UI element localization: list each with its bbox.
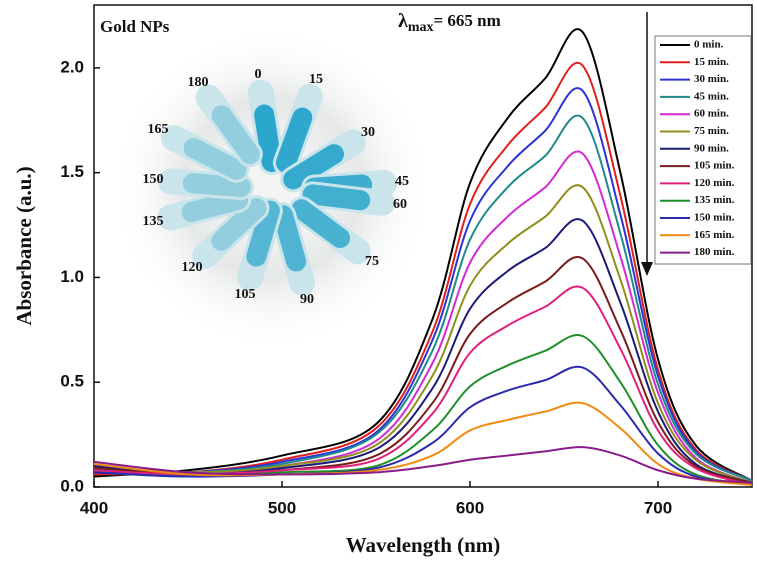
spectrum-line xyxy=(93,218,753,484)
x-tick-label: 700 xyxy=(644,498,672,517)
x-tick-label: 500 xyxy=(268,498,296,517)
tube-label: 165 xyxy=(148,122,169,137)
legend-label: 45 min. xyxy=(694,90,729,102)
tube-label: 0 xyxy=(255,67,262,82)
x-tick-label: 400 xyxy=(80,498,108,517)
tube-label: 75 xyxy=(365,254,379,269)
peak-value: = 665 nm xyxy=(434,11,501,30)
tube-label: 120 xyxy=(182,260,203,275)
spectrum-line xyxy=(93,87,753,482)
tube-label: 135 xyxy=(143,214,164,229)
spectrum-line xyxy=(93,114,753,482)
x-tick-label: 600 xyxy=(456,498,484,517)
inset-photo: 0 15 30 45 60 75 90 105 120 135 150 165 180 xyxy=(110,26,434,350)
tube-label: 150 xyxy=(143,172,164,187)
tube-liquid xyxy=(183,138,247,180)
spectrum-line xyxy=(93,184,753,484)
legend-label: 75 min. xyxy=(694,125,729,137)
peak-annotation: λmax= 665 nm xyxy=(398,10,501,36)
tube-label: 45 xyxy=(395,174,409,189)
legend-label: 165 min. xyxy=(694,229,735,241)
tube-label: 15 xyxy=(309,72,323,87)
tube-label: 105 xyxy=(235,287,256,302)
arrow-head xyxy=(641,262,653,276)
legend-label: 60 min. xyxy=(694,108,729,120)
y-tick-label: 1.0 xyxy=(60,267,84,286)
spectrum-line xyxy=(93,334,753,486)
y-tick-label: 0.0 xyxy=(60,476,84,495)
x-axis-title: Wavelength (nm) xyxy=(346,533,501,557)
spectrum-line xyxy=(93,62,753,482)
legend-label: 135 min. xyxy=(694,194,735,206)
legend-label: 90 min. xyxy=(694,142,729,154)
tube-liquid xyxy=(302,184,371,211)
tube-liquid xyxy=(273,205,307,272)
tube-liquid xyxy=(283,144,344,190)
spectrum-line xyxy=(93,28,753,482)
y-tick-label: 0.5 xyxy=(60,372,84,391)
tube-liquid xyxy=(211,105,260,165)
tube-liquid xyxy=(211,198,267,251)
legend-label: 150 min. xyxy=(694,212,735,224)
plot-frame xyxy=(93,4,753,488)
y-tick-label: 1.5 xyxy=(60,162,84,181)
lambda: λ xyxy=(398,10,408,32)
tube-label: 60 xyxy=(393,197,407,212)
legend-label: 15 min. xyxy=(694,56,729,68)
legend-label: 105 min. xyxy=(694,160,735,172)
tube-label: 180 xyxy=(188,75,209,90)
legend-label: 30 min. xyxy=(694,73,729,85)
tube-liquid xyxy=(275,107,313,173)
y-tick-label: 2.0 xyxy=(60,57,84,76)
subscript: max xyxy=(408,20,434,35)
sample-label: Gold NPs xyxy=(100,17,170,36)
tube-liquid xyxy=(182,173,251,198)
tube-label: 30 xyxy=(361,125,375,140)
tube-label: 90 xyxy=(300,292,314,307)
spectrum-line xyxy=(93,446,753,484)
legend-label: 0 min. xyxy=(694,39,724,51)
legend-label: 180 min. xyxy=(694,246,735,258)
legend-label: 120 min. xyxy=(694,177,735,189)
legend-box xyxy=(654,35,752,265)
tube-liquid xyxy=(246,200,280,267)
tube-liquid xyxy=(181,189,249,222)
tube-liquid xyxy=(291,199,350,248)
y-axis-title: Absorbance (a.u.) xyxy=(12,166,36,325)
spectrum-line xyxy=(93,285,753,486)
tube-liquid xyxy=(254,104,282,172)
